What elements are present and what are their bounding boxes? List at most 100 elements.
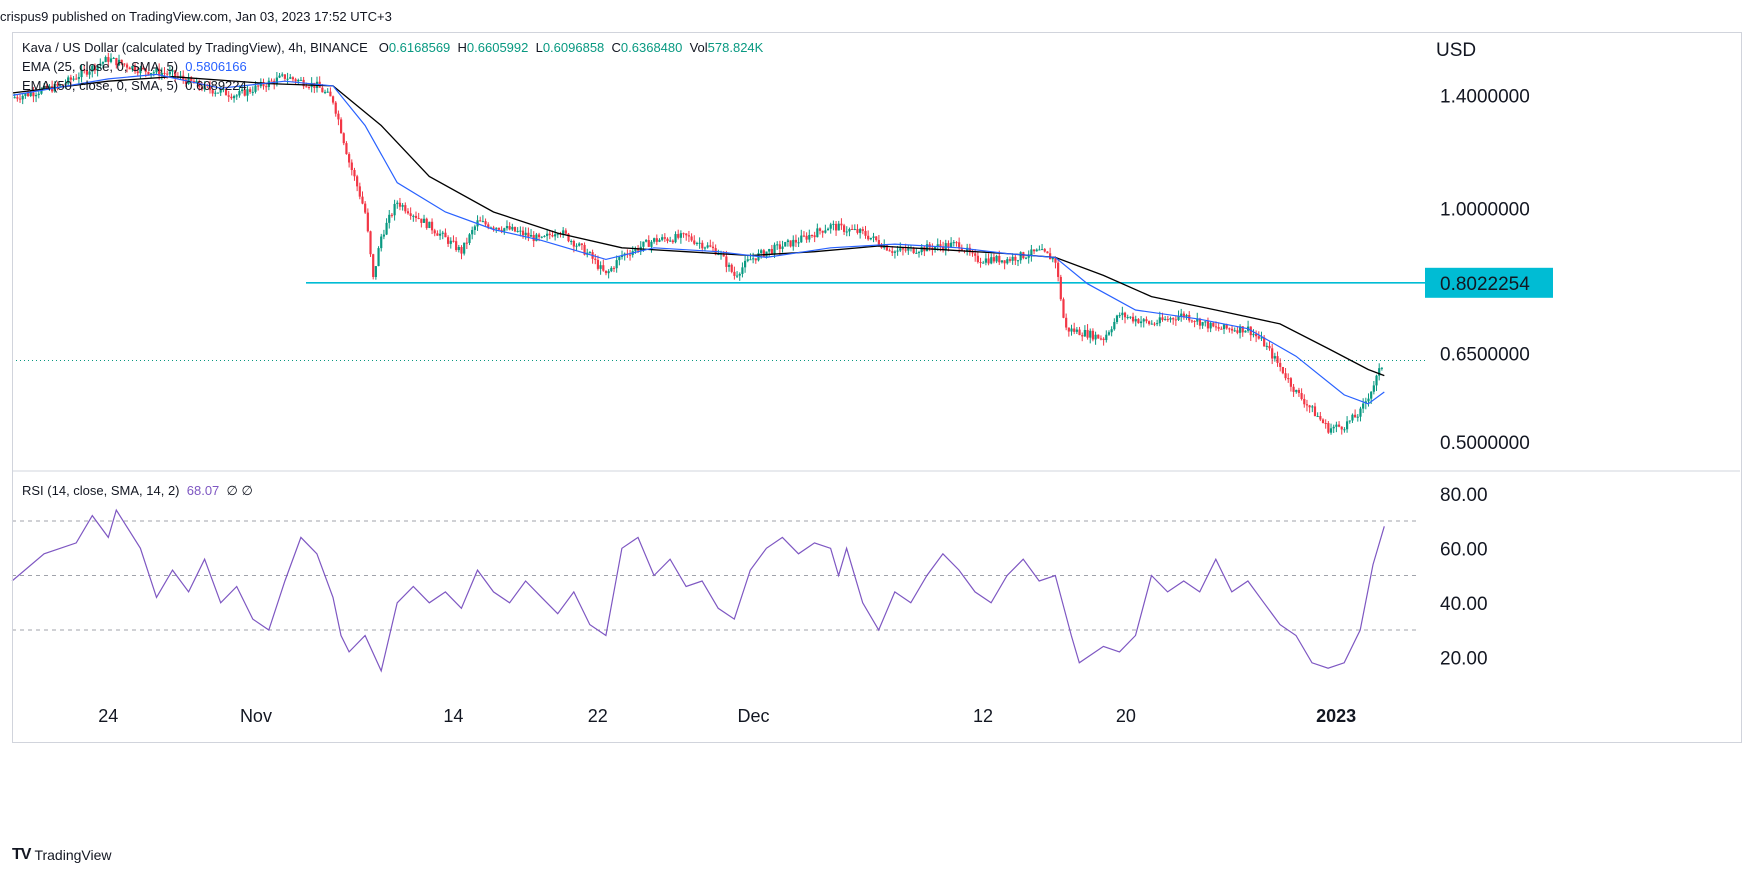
- candle-body: [473, 226, 476, 230]
- candle-body: [1102, 338, 1105, 341]
- candle-body: [687, 235, 691, 237]
- high-label: H: [457, 40, 467, 55]
- candle-body: [1153, 323, 1156, 325]
- candle-body: [1118, 315, 1121, 317]
- candle-body: [556, 233, 559, 235]
- candle-body: [32, 92, 35, 97]
- candle-body: [345, 143, 348, 155]
- symbol-legend[interactable]: Kava / US Dollar (calculated by TradingV…: [22, 40, 763, 55]
- candle-body: [393, 203, 396, 216]
- candle-body: [647, 240, 650, 247]
- x-tick-label: 24: [98, 706, 118, 726]
- candle-body: [1348, 420, 1351, 422]
- candle-body: [925, 244, 929, 252]
- candle-body: [1303, 398, 1306, 405]
- candle-body: [107, 57, 110, 62]
- candle-body: [299, 79, 303, 81]
- candle-body: [1311, 406, 1314, 408]
- price-tick-label: 0.5000000: [1440, 433, 1530, 454]
- ema25-legend[interactable]: EMA (25, close, 0, SMA, 5) 0.5806166: [22, 59, 247, 74]
- candle-body: [219, 89, 222, 93]
- candle-body: [859, 229, 862, 233]
- candle-body: [396, 202, 399, 204]
- candle-body: [677, 234, 680, 238]
- candle-body: [348, 154, 351, 163]
- candle-body: [877, 240, 880, 246]
- candle-body: [385, 222, 388, 235]
- candle-body: [163, 72, 166, 74]
- candle-body: [869, 237, 872, 240]
- candle-body: [401, 205, 404, 207]
- candle-body: [912, 247, 915, 253]
- candle-body: [48, 86, 51, 89]
- candle-body: [628, 254, 632, 256]
- candle-body: [289, 77, 292, 79]
- candle-body: [818, 228, 822, 231]
- candle-body: [75, 78, 78, 80]
- candle-body: [83, 69, 86, 71]
- candle-body: [1129, 316, 1132, 318]
- candle-body: [599, 265, 602, 269]
- candle-body: [516, 231, 519, 233]
- candle-body: [1356, 416, 1359, 418]
- candle-body: [406, 211, 410, 214]
- candle-body: [936, 244, 939, 248]
- candle-body: [802, 235, 806, 237]
- candle-body: [184, 79, 188, 84]
- candle-body: [265, 86, 268, 88]
- candle-body: [794, 239, 798, 243]
- candle-body: [722, 253, 725, 257]
- ema50-legend[interactable]: EMA (50, close, 0, SMA, 5) 0.6089224: [22, 78, 247, 93]
- candle-body: [979, 262, 982, 264]
- candle-body: [1375, 375, 1378, 386]
- candle-body: [21, 95, 24, 100]
- candle-body: [1019, 252, 1022, 261]
- candle-body: [1142, 319, 1145, 322]
- candle-body: [583, 244, 586, 255]
- candle-body: [1281, 366, 1284, 374]
- candle-body: [521, 230, 525, 236]
- candle-body: [286, 78, 289, 80]
- candle-body: [1370, 391, 1373, 399]
- candle-body: [305, 86, 308, 88]
- candle-body: [1236, 330, 1239, 333]
- candle-body: [933, 247, 937, 250]
- candle-body: [37, 93, 40, 95]
- candle-body: [1169, 318, 1172, 320]
- candle-body: [1324, 423, 1327, 425]
- candle-body: [438, 233, 442, 236]
- candle-body: [1091, 330, 1095, 340]
- candle-body: [1222, 324, 1226, 330]
- candle-body: [1062, 299, 1065, 318]
- candle-body: [867, 235, 870, 240]
- rsi-tick-label: 80.00: [1440, 485, 1488, 506]
- candle-body: [655, 238, 658, 242]
- candle-body: [29, 92, 32, 97]
- candle-body: [856, 228, 859, 233]
- close-label: C: [611, 40, 621, 55]
- candle-body: [990, 257, 993, 264]
- candle-body: [947, 243, 950, 248]
- candle-body: [1214, 326, 1218, 328]
- candle-body: [404, 205, 407, 212]
- candle-body: [1345, 421, 1349, 430]
- open-label: O: [378, 40, 389, 55]
- candle-body: [1006, 259, 1009, 264]
- rsi-legend[interactable]: RSI (14, close, SMA, 14, 2) 68.07 ∅ ∅: [22, 483, 253, 499]
- candle-body: [251, 91, 254, 93]
- candle-body: [203, 84, 206, 90]
- candle-body: [1260, 337, 1263, 339]
- open-value: 0.6168569: [388, 40, 451, 55]
- candle-body: [144, 68, 147, 72]
- candle-body: [243, 89, 246, 96]
- tradingview-brand[interactable]: TV TradingView: [12, 846, 112, 864]
- candle-body: [1263, 337, 1266, 347]
- support-price-label: 0.8022254: [1440, 274, 1530, 295]
- candle-body: [546, 233, 549, 236]
- candle-body: [1190, 320, 1194, 322]
- candle-body: [487, 224, 490, 228]
- candle-body: [425, 218, 428, 228]
- high-value: 0.6605992: [466, 40, 529, 55]
- candle-body: [1051, 257, 1054, 260]
